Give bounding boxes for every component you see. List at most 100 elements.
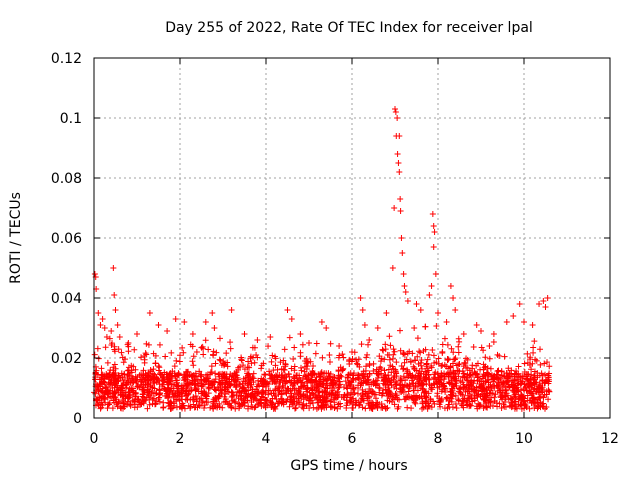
data-point [337, 403, 344, 410]
data-point [246, 364, 253, 371]
data-point [382, 372, 389, 379]
data-point [265, 387, 272, 394]
data-point [168, 375, 175, 382]
data-point [122, 356, 129, 363]
data-point [390, 374, 397, 381]
data-point [393, 380, 400, 387]
data-point [410, 363, 417, 370]
data-point [211, 378, 218, 385]
data-point [282, 380, 289, 387]
data-point [353, 356, 360, 363]
data-point [535, 388, 542, 395]
data-point [235, 367, 242, 374]
data-point [227, 371, 234, 378]
data-point [441, 335, 448, 342]
data-point [190, 401, 197, 408]
data-point [426, 292, 433, 298]
data-point [296, 399, 303, 406]
data-point [312, 350, 319, 357]
data-point [101, 396, 108, 403]
data-point [199, 390, 206, 397]
data-point [258, 375, 265, 382]
data-point [384, 393, 391, 400]
data-point [386, 356, 393, 363]
data-point [202, 319, 209, 325]
data-point [357, 382, 364, 389]
data-point [411, 324, 418, 331]
data-point [306, 340, 312, 346]
data-point [381, 403, 388, 410]
data-point [444, 370, 451, 377]
data-point [310, 363, 317, 370]
data-point [140, 367, 147, 374]
data-point [407, 371, 414, 378]
data-point [104, 359, 111, 366]
data-point [114, 403, 121, 410]
data-point [109, 340, 116, 347]
data-point [95, 355, 102, 362]
data-point [398, 362, 405, 369]
data-point [98, 365, 105, 372]
data-point [443, 394, 450, 401]
data-point [540, 298, 547, 304]
data-point [411, 399, 418, 406]
data-point [196, 368, 203, 375]
data-point [438, 388, 445, 395]
data-point [331, 404, 338, 411]
x-axis-label: GPS time / hours [290, 458, 407, 474]
data-point [504, 374, 511, 381]
data-point [245, 358, 252, 365]
data-point [383, 310, 390, 316]
data-point [339, 351, 346, 358]
data-point [311, 394, 318, 401]
data-point [530, 344, 537, 351]
data-point [131, 404, 138, 411]
x-tick-labels: 0 2 4 6 8 10 12 [90, 431, 619, 447]
data-point [359, 386, 366, 393]
data-point [438, 363, 445, 370]
data-point [425, 351, 432, 358]
data-point [244, 377, 251, 384]
data-point [193, 349, 200, 356]
data-point [503, 369, 510, 376]
data-point [538, 385, 545, 392]
data-point [368, 404, 375, 411]
data-point [475, 400, 482, 407]
data-point [258, 399, 265, 406]
data-point [293, 395, 300, 402]
y-tick-labels: 0 0.02 0.04 0.06 0.08 0.1 0.12 [51, 51, 82, 427]
data-point [369, 405, 376, 412]
axis-ticks [93, 57, 611, 419]
data-point [227, 339, 234, 346]
data-point [111, 361, 118, 368]
data-point [145, 380, 152, 387]
data-point [119, 374, 126, 381]
data-point [427, 397, 434, 404]
data-point [441, 361, 448, 368]
y-tick-label: 0.08 [51, 171, 82, 187]
data-point [515, 363, 522, 370]
data-point [144, 405, 151, 412]
data-point [451, 356, 458, 363]
data-point [336, 378, 343, 385]
data-point [168, 400, 175, 407]
data-point [499, 396, 506, 403]
data-point [452, 307, 459, 313]
data-point [288, 316, 295, 322]
data-point [432, 375, 439, 382]
chart-title: Day 255 of 2022, Rate Of TEC Index for r… [165, 20, 533, 36]
data-point [346, 399, 353, 406]
data-point [478, 344, 485, 351]
data-point [387, 342, 394, 349]
data-point [399, 250, 406, 256]
data-point [356, 401, 363, 408]
data-point [375, 368, 382, 375]
data-point [114, 322, 121, 328]
data-point [421, 388, 428, 395]
data-point [528, 381, 535, 388]
data-point [189, 331, 196, 337]
data-point [109, 405, 116, 412]
data-point [250, 370, 257, 377]
data-point [519, 378, 526, 385]
data-point [181, 319, 188, 325]
